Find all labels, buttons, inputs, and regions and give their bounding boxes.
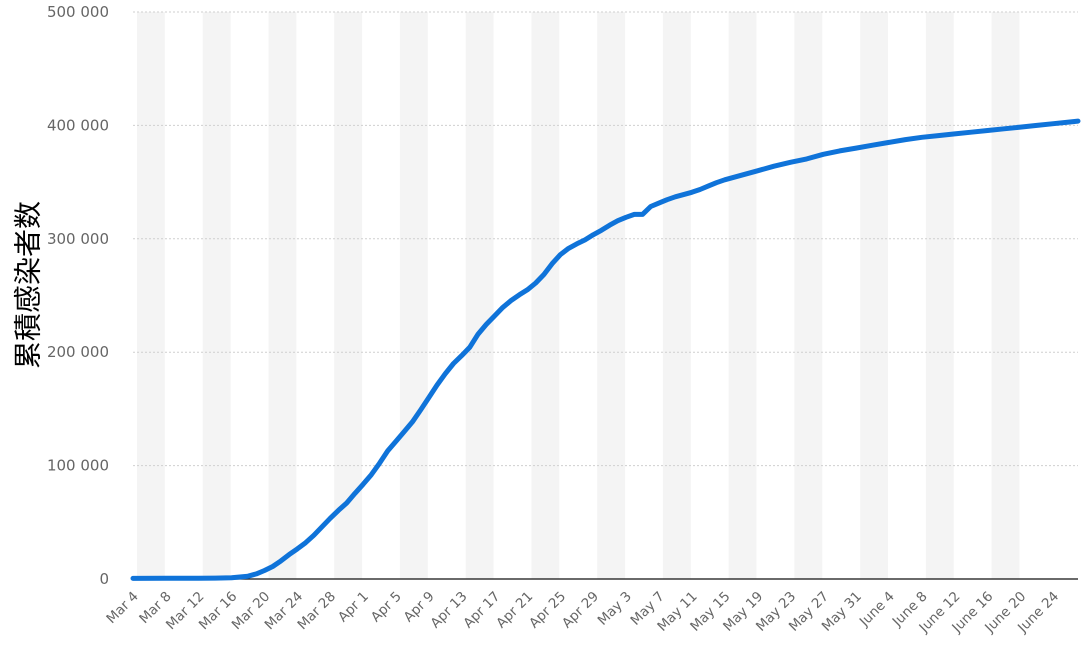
gridlines xyxy=(133,11,1078,580)
y-tick-label: 400 000 xyxy=(47,116,109,134)
background-band xyxy=(597,12,626,579)
y-tick-label: 100 000 xyxy=(47,457,109,475)
background-band xyxy=(662,12,691,579)
x-tick-label: Apr 5 xyxy=(368,589,405,626)
y-axis-ticks: 0 100 000 200 000 300 000 400 000 500 000 xyxy=(47,3,109,588)
background-band xyxy=(794,12,823,579)
background-band xyxy=(531,12,560,579)
background-band xyxy=(465,12,494,579)
y-tick-label: 300 000 xyxy=(47,230,109,248)
y-axis-label: 累積感染者数 xyxy=(12,201,45,369)
background-band xyxy=(728,12,757,579)
y-tick-label: 200 000 xyxy=(47,343,109,361)
background-band xyxy=(268,12,297,579)
x-tick-label: Apr 29 xyxy=(559,589,602,632)
y-tick-label: 0 xyxy=(99,570,109,588)
x-tick-label: June 4 xyxy=(856,589,898,631)
background-band xyxy=(399,12,428,579)
x-tick-label: May 3 xyxy=(595,589,635,629)
background-band xyxy=(334,12,363,579)
background-band xyxy=(925,12,954,579)
series-line xyxy=(130,118,1081,581)
y-tick-label: 500 000 xyxy=(47,3,109,21)
x-tick-label: Apr 1 xyxy=(335,589,372,626)
background-band xyxy=(137,12,165,579)
background-band xyxy=(202,12,231,579)
background-bands xyxy=(137,12,1020,579)
background-band xyxy=(860,12,888,579)
x-tick-label: Mar 4 xyxy=(103,589,141,627)
background-band xyxy=(991,12,1020,579)
